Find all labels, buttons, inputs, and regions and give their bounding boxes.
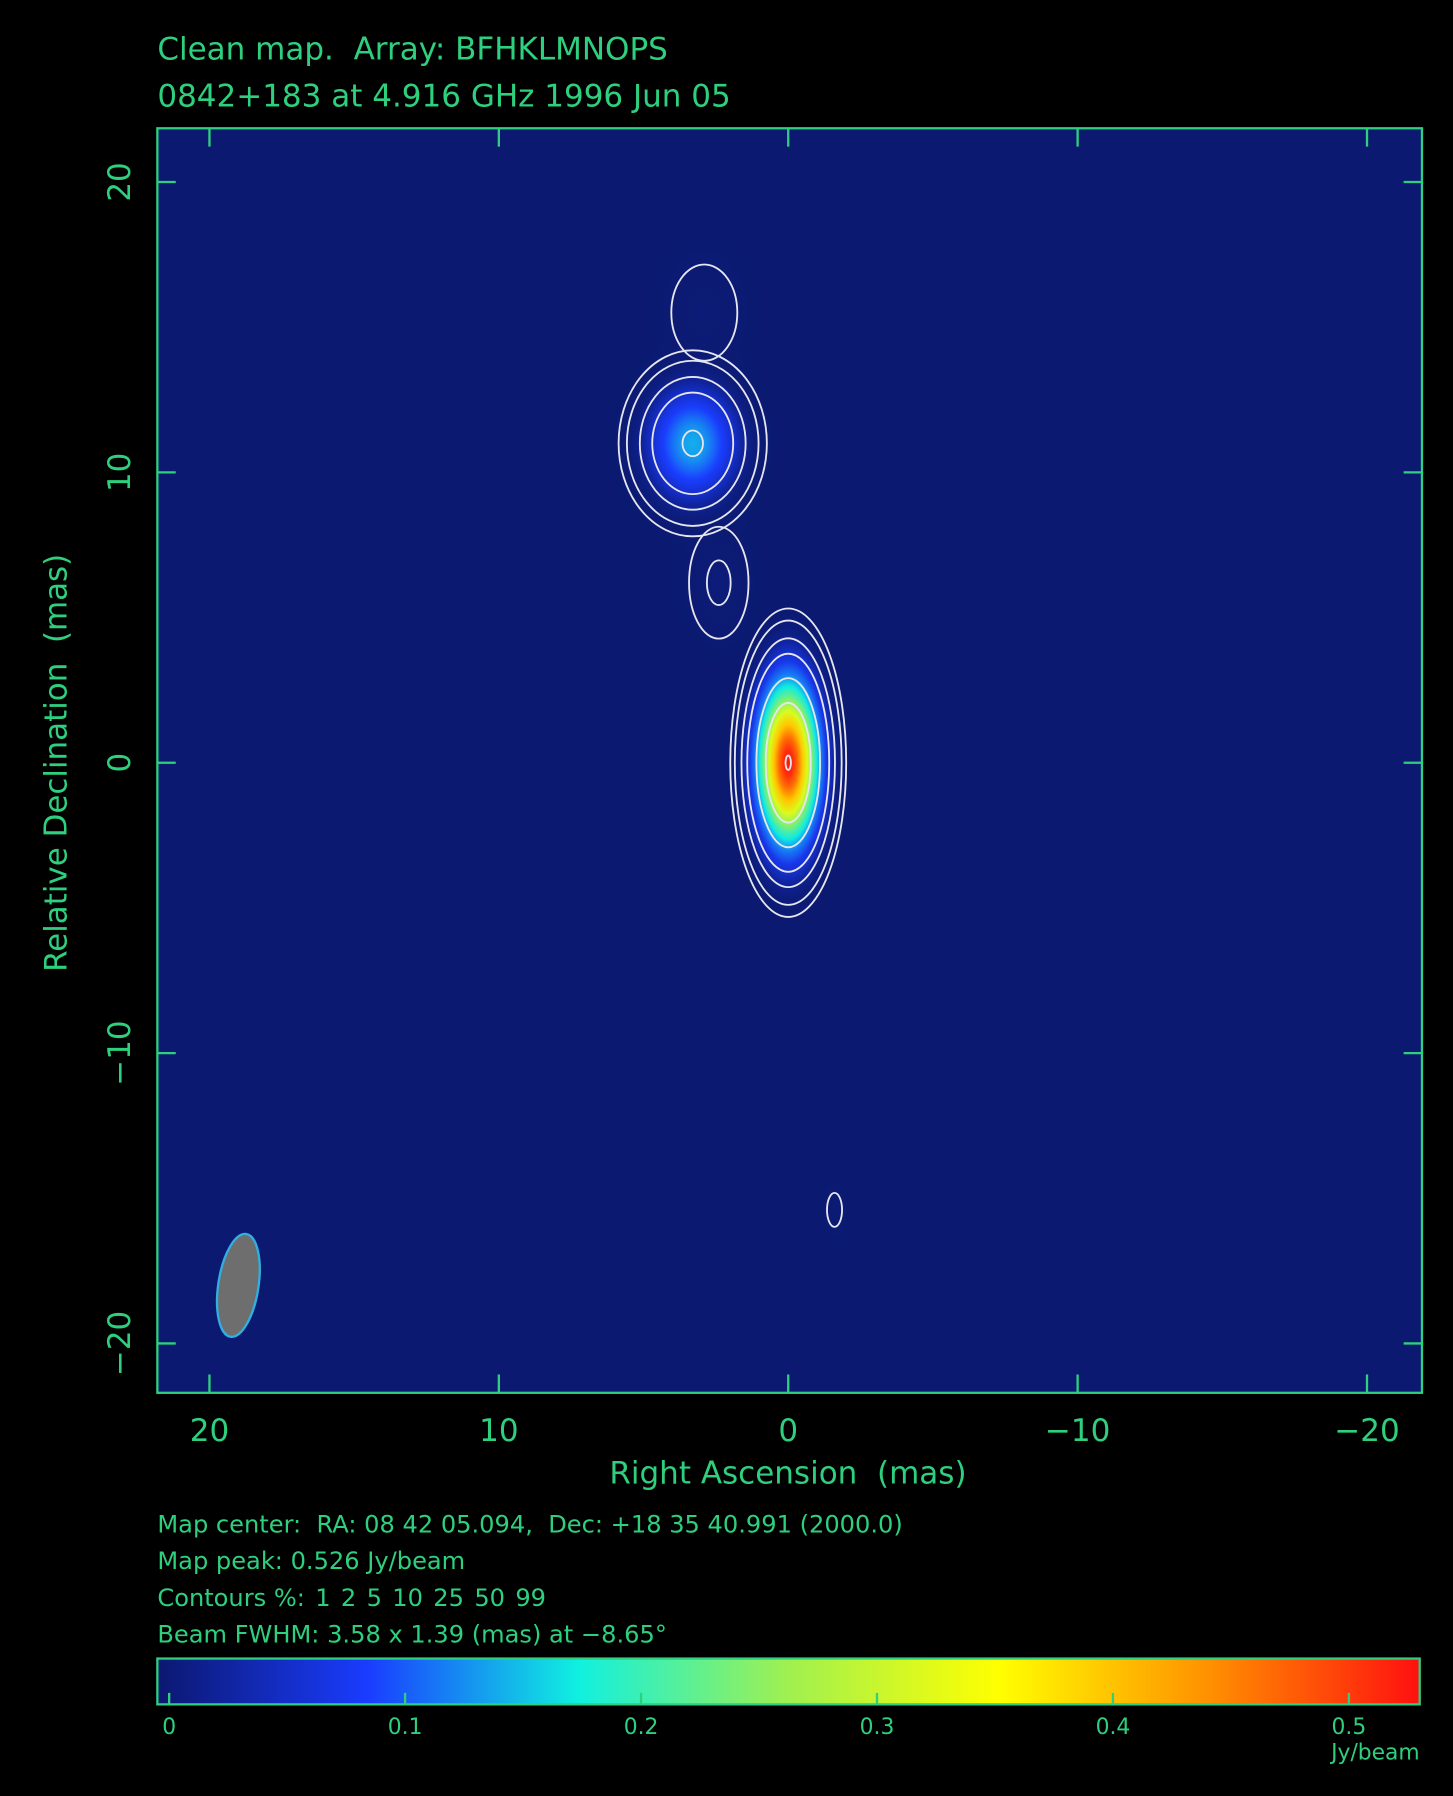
colorbar-tick-label: 0.3 (860, 1715, 895, 1740)
colorbar (157, 1659, 1419, 1705)
y-tick-label: −20 (102, 1311, 138, 1376)
contour-level: 1 (315, 1584, 330, 1612)
map-note: Map center: RA: 08 42 05.094, Dec: +18 3… (157, 1511, 902, 1539)
contour-level: 25 (433, 1584, 464, 1612)
map-note: Map peak: 0.526 Jy/beam (157, 1547, 465, 1575)
y-tick-label: 20 (102, 162, 138, 201)
page: Clean map. Array: BFHKLMNOPS 0842+183 at… (0, 0, 1453, 1796)
x-tick-label: −20 (1334, 1413, 1399, 1449)
contour-level: 2 (341, 1584, 356, 1612)
x-tick-label: 0 (778, 1413, 798, 1449)
contours-label: Contours %: (157, 1584, 305, 1612)
y-tick-label: 10 (102, 453, 138, 492)
colorbar-tick-label: 0.1 (388, 1715, 423, 1740)
x-tick-label: 10 (479, 1413, 518, 1449)
chart-title: Clean map. Array: BFHKLMNOPS (157, 32, 667, 68)
x-tick-label: 20 (190, 1413, 229, 1449)
source-component (609, 173, 800, 452)
contour-level: 99 (515, 1584, 546, 1612)
y-tick-label: −10 (102, 1020, 138, 1085)
x-axis-label: Right Ascension (mas) (609, 1455, 966, 1491)
beam-note: Beam FWHM: 3.58 x 1.39 (mas) at −8.65° (157, 1621, 667, 1649)
contour-level: 10 (392, 1584, 423, 1612)
colorbar-tick-label: 0.4 (1096, 1715, 1131, 1740)
contour-level: 50 (474, 1584, 505, 1612)
y-axis-label: Relative Declination (mas) (39, 554, 75, 972)
chart-subtitle: 0842+183 at 4.916 GHz 1996 Jun 05 (157, 79, 730, 115)
x-tick-label: −10 (1045, 1413, 1110, 1449)
colorbar-tick-label: 0 (162, 1715, 176, 1740)
source-component (649, 452, 788, 713)
contour-level: 5 (367, 1584, 382, 1612)
y-tick-label: 0 (102, 753, 138, 773)
source-component (800, 1131, 869, 1288)
colorbar-tick-label: 0.2 (624, 1715, 659, 1740)
chart: Clean map. Array: BFHKLMNOPS 0842+183 at… (0, 0, 1453, 1796)
colorbar-tick-label: 0.5 (1332, 1715, 1367, 1740)
colorbar-label: Jy/beam (1329, 1740, 1420, 1765)
